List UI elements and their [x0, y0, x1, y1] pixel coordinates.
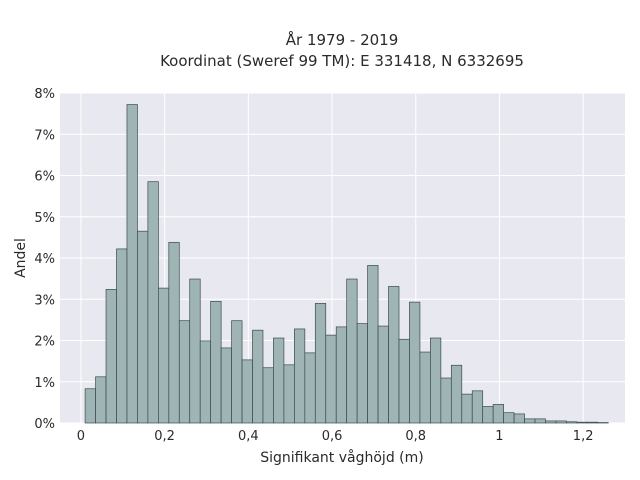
x-tick-label-6: 1,2 — [573, 429, 594, 444]
histogram-bar-4 — [126, 104, 138, 424]
histogram-bar-32 — [419, 351, 431, 424]
x-axis-title: Signifikant våghöjd (m) — [260, 449, 423, 466]
histogram-bar-40 — [503, 412, 515, 424]
x-tick-label-3: 0,6 — [322, 429, 343, 444]
x-tick-label-5: 1 — [495, 429, 503, 444]
y-tick-label-8: 8% — [34, 87, 55, 102]
x-tick-label-0: 0 — [77, 429, 85, 444]
histogram-bar-17 — [262, 367, 274, 424]
histogram-bar-39 — [492, 404, 504, 424]
histogram-bar-20 — [294, 328, 306, 424]
histogram-bar-7 — [158, 287, 170, 424]
histogram-bar-26 — [356, 323, 368, 424]
y-tick-label-5: 5% — [34, 211, 55, 226]
x-axis-ticks: 0 0,2 0,4 0,6 0,8 1 1,2 — [77, 429, 594, 444]
histogram-bar-15 — [241, 359, 253, 424]
histogram-bars — [84, 104, 609, 424]
histogram-bar-35 — [450, 364, 463, 424]
y-axis-title: Andel — [13, 238, 29, 278]
y-tick-label-0: 0% — [34, 417, 55, 432]
x-tick-label-4: 0,8 — [405, 429, 426, 444]
y-axis-ticks: 0% 1% 2% 3% 4% 5% 6% 7% 8% — [34, 87, 55, 432]
histogram-bar-22 — [314, 303, 327, 424]
y-tick-label-7: 7% — [34, 128, 55, 143]
histogram-bar-48 — [586, 421, 599, 424]
histogram-bar-27 — [367, 265, 379, 424]
histogram-bar-34 — [440, 377, 452, 424]
histogram-bar-21 — [304, 352, 316, 424]
histogram-bar-18 — [273, 337, 285, 424]
histogram-bar-43 — [534, 418, 546, 424]
histogram-bar-12 — [210, 300, 222, 424]
y-tick-label-2: 2% — [34, 335, 55, 350]
x-tick-label-2: 0,4 — [238, 429, 259, 444]
histogram-bar-8 — [168, 241, 180, 424]
histogram-bar-19 — [283, 364, 295, 424]
histogram-bar-10 — [189, 278, 201, 424]
histogram-bar-36 — [461, 393, 473, 424]
histogram-bar-0 — [84, 388, 96, 424]
histogram-bar-42 — [524, 418, 536, 424]
histogram-bar-30 — [398, 338, 410, 424]
histogram-bar-28 — [377, 325, 389, 424]
chart-title-line-2: Koordinat (Sweref 99 TM): E 331418, N 63… — [160, 52, 524, 70]
histogram-bar-5 — [137, 230, 149, 424]
histogram-bar-46 — [566, 421, 578, 424]
histogram-bar-37 — [471, 390, 484, 424]
histogram-bar-33 — [430, 337, 442, 424]
x-tick-label-1: 0,2 — [154, 429, 175, 444]
histogram-bar-13 — [220, 347, 232, 424]
histogram-bar-25 — [346, 278, 358, 424]
histogram-bar-38 — [482, 406, 494, 424]
histogram-bar-1 — [95, 376, 107, 424]
histogram-bar-23 — [325, 334, 337, 424]
histogram-bar-29 — [388, 286, 400, 424]
histogram-bar-6 — [147, 181, 159, 424]
histogram-bar-3 — [116, 248, 128, 424]
histogram-bar-2 — [105, 289, 117, 424]
histogram-bar-9 — [178, 320, 191, 424]
histogram-bar-14 — [231, 320, 243, 424]
y-tick-label-3: 3% — [34, 293, 55, 308]
histogram-bar-44 — [545, 420, 557, 424]
histogram-bar-31 — [409, 301, 421, 424]
histogram-bar-24 — [335, 326, 348, 424]
histogram-bar-16 — [252, 329, 264, 424]
histogram-bar-45 — [555, 420, 567, 424]
y-tick-label-6: 6% — [34, 170, 55, 185]
y-tick-label-1: 1% — [34, 376, 55, 391]
histogram-bar-41 — [513, 413, 525, 424]
chart-title-line-1: År 1979 - 2019 — [286, 30, 399, 49]
y-tick-label-4: 4% — [34, 252, 55, 267]
histogram-bar-47 — [576, 421, 588, 424]
histogram-bar-11 — [199, 340, 212, 424]
